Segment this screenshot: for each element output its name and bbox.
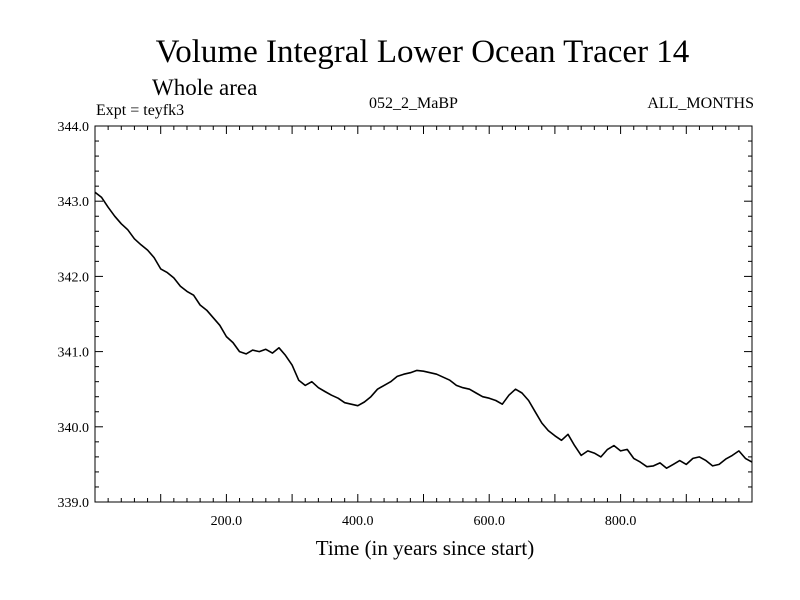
- x-tick-label: 600.0: [473, 514, 505, 529]
- months-label: ALL_MONTHS: [647, 95, 754, 112]
- y-tick-label: 343.0: [58, 195, 90, 210]
- x-axis-tick-labels: 200.0 400.0 600.0 800.0: [211, 514, 637, 529]
- series-line: [94, 191, 753, 469]
- y-tick-label: 344.0: [58, 120, 90, 135]
- x-tick-label: 400.0: [342, 514, 374, 529]
- x-tick-label: 200.0: [211, 514, 243, 529]
- period-label: 052_2_MaBP: [369, 95, 458, 112]
- x-axis-label: Time (in years since start): [315, 536, 535, 560]
- y-tick-label: 340.0: [58, 421, 90, 436]
- y-tick-label: 339.0: [58, 496, 90, 511]
- plot-frame: [94, 125, 753, 503]
- chart-subtitle: Whole area: [152, 75, 258, 100]
- experiment-label: Expt = teyfk3: [96, 102, 185, 119]
- y-axis-ticks: [95, 140, 752, 488]
- y-axis-tick-labels: 339.0 340.0 341.0 342.0 343.0 344.0: [58, 120, 90, 511]
- y-tick-label: 342.0: [58, 270, 90, 285]
- y-tick-label: 341.0: [58, 346, 90, 361]
- x-tick-label: 800.0: [605, 514, 637, 529]
- x-axis-ticks: [107, 126, 740, 502]
- chart-title: Volume Integral Lower Ocean Tracer 14: [155, 34, 690, 70]
